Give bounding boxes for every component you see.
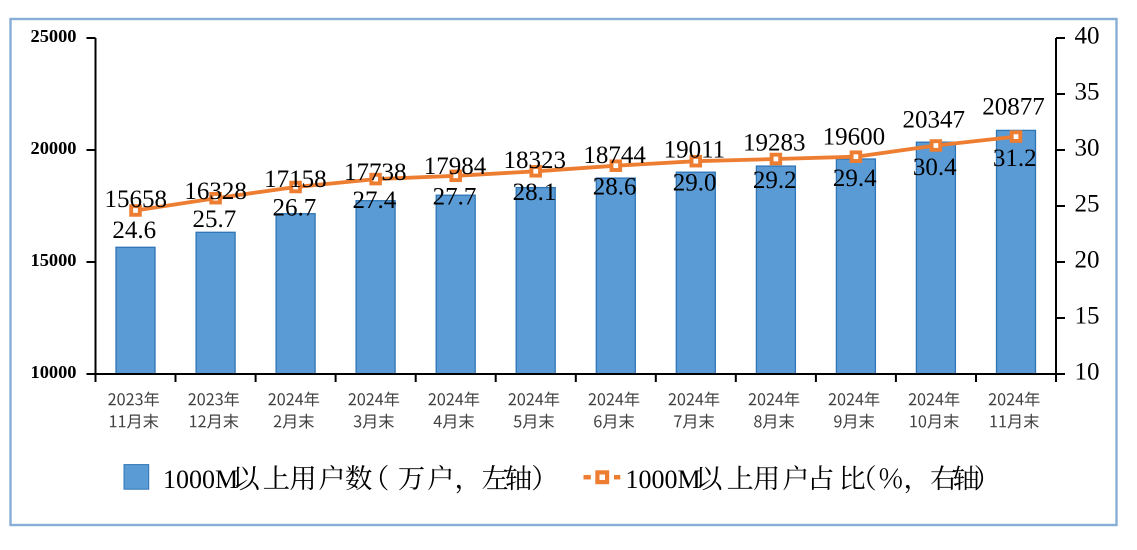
svg-text:28.6: 28.6 [593,174,637,201]
svg-text:17158: 17158 [264,166,327,193]
svg-text:25000: 25000 [31,26,77,46]
svg-text:20347: 20347 [902,107,965,134]
svg-text:40: 40 [1075,22,1100,49]
svg-text:28.1: 28.1 [513,179,557,206]
svg-text:29.0: 29.0 [673,169,717,196]
svg-text:17738: 17738 [344,159,407,186]
svg-text:1000M: 1000M [163,465,238,494]
svg-text:35: 35 [1075,78,1100,105]
svg-text:30.4: 30.4 [913,154,957,181]
svg-text:1000M: 1000M [626,465,701,494]
svg-text:10000: 10000 [31,362,77,382]
svg-text:30: 30 [1075,134,1100,161]
svg-text:25: 25 [1075,190,1100,217]
svg-text:15000: 15000 [31,250,77,270]
svg-text:24.6: 24.6 [112,217,156,244]
svg-text:19011: 19011 [664,136,726,163]
svg-text:27.4: 27.4 [353,187,397,214]
svg-text:18744: 18744 [583,142,646,169]
svg-text:26.7: 26.7 [273,195,317,222]
svg-text:10: 10 [1075,358,1100,385]
svg-text:16328: 16328 [184,178,247,205]
svg-text:15: 15 [1075,302,1100,329]
svg-text:15658: 15658 [105,186,168,213]
svg-text:19283: 19283 [743,130,806,157]
svg-text:29.4: 29.4 [833,165,877,192]
svg-text:20: 20 [1075,246,1100,273]
svg-text:27.7: 27.7 [433,184,477,211]
svg-text:31.2: 31.2 [993,145,1037,172]
svg-text:29.2: 29.2 [753,167,797,194]
svg-text:20000: 20000 [31,138,77,158]
svg-text:17984: 17984 [424,153,487,180]
svg-text:20877: 20877 [982,94,1045,121]
svg-text:18323: 18323 [504,147,567,174]
svg-text:19600: 19600 [823,124,886,151]
svg-text:25.7: 25.7 [193,206,237,233]
